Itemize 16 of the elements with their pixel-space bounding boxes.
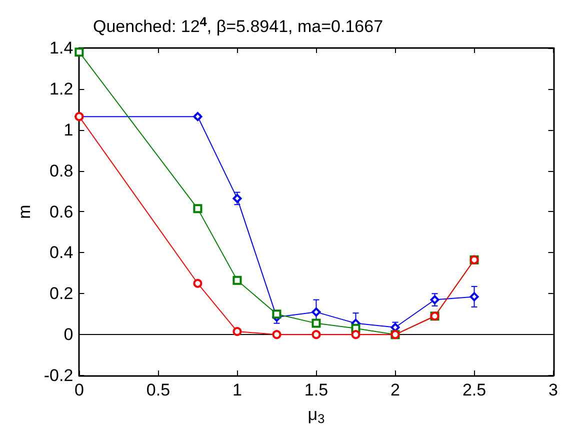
x-tick-label: 2.5 <box>462 380 486 400</box>
y-tick-label: -0.2 <box>44 366 74 385</box>
x-tick-label: 0.5 <box>146 380 170 400</box>
x-tick-label: 1 <box>232 380 242 400</box>
x-tick-label: 2 <box>390 380 400 400</box>
y-tick-label: 0.4 <box>50 243 74 262</box>
y-tick-label: 1.4 <box>50 38 74 58</box>
x-tick-label: 3 <box>548 380 558 400</box>
y-axis-title: m <box>15 204 34 219</box>
y-tick-label: 1 <box>64 120 74 140</box>
y-tick-label: 1.2 <box>50 79 74 98</box>
y-tick-label: 0 <box>64 325 74 344</box>
y-tick-label: 0.2 <box>50 284 74 304</box>
y-tick-label: 0.6 <box>50 202 74 222</box>
y-tick-label: 0.8 <box>50 161 74 180</box>
x-tick-label: 1.5 <box>304 380 328 400</box>
